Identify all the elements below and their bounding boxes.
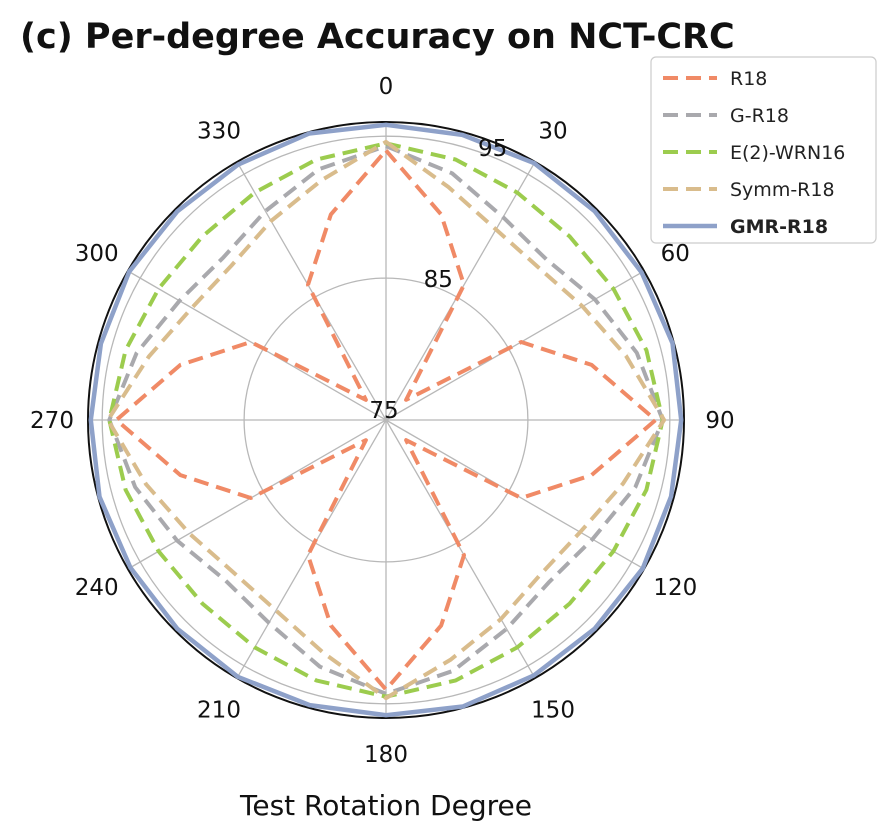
legend-label: R18 [730, 68, 767, 90]
polar-grid [87, 121, 685, 719]
grid-circle-95 [101, 135, 671, 705]
legend: R18 G-R18 E(2)-WRN16 Symm-R18 GMR-R18 [650, 56, 877, 244]
series-line-gmr-r18 [88, 122, 684, 718]
theta-tick-0: 0 [379, 74, 394, 100]
outer-frame [87, 121, 685, 719]
series-line-r18 [114, 148, 658, 692]
r-tick-95: 95 [478, 136, 507, 162]
series-layer [88, 122, 684, 718]
theta-tick-240: 240 [75, 575, 119, 601]
spoke-150 [385, 419, 536, 679]
theta-tick-300: 300 [75, 241, 119, 267]
legend-label: Symm-R18 [730, 179, 835, 201]
grid-circle-85 [243, 277, 529, 563]
theta-tick-150: 150 [531, 697, 575, 723]
r-tick-85: 85 [424, 267, 453, 293]
legend-label: GMR-R18 [730, 216, 828, 238]
theta-tick-180: 180 [364, 742, 408, 768]
spoke-60 [385, 270, 645, 421]
series-line-g-r18 [107, 144, 665, 696]
theta-tick-210: 210 [197, 697, 241, 723]
r-tick-75: 75 [369, 398, 398, 424]
spoke-240 [127, 419, 387, 570]
legend-box [650, 56, 877, 244]
theta-tick-30: 30 [538, 119, 567, 145]
spoke-330 [236, 161, 387, 421]
tick-labels: 0 30 60 90 120 150 180 210 240 270 300 330 75 85 95 [30, 74, 735, 768]
legend-label: E(2)-WRN16 [730, 142, 845, 164]
theta-tick-90: 90 [705, 408, 734, 434]
theta-tick-120: 120 [653, 575, 697, 601]
theta-tick-270: 270 [30, 408, 74, 434]
series-line-symm-r18 [105, 139, 667, 701]
chart-title: (c) Per-degree Accuracy on NCT-CRC [20, 17, 735, 57]
theta-tick-330: 330 [197, 119, 241, 145]
legend-label: G-R18 [730, 105, 789, 127]
theta-tick-60: 60 [661, 241, 690, 267]
x-axis-label: Test Rotation Degree [239, 789, 532, 822]
